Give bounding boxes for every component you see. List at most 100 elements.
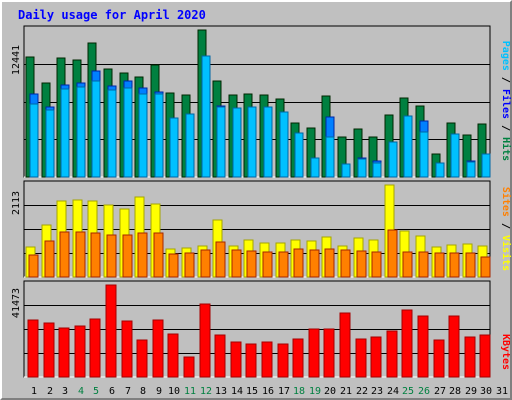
bar-kbytes-day-10 [167,333,179,378]
day-label-1: 1 [31,386,37,397]
day-label-17: 17 [278,386,290,397]
bar-kbytes-day-16 [261,341,273,378]
day-labels: 1 2 3 4 5 6 7 8 9 10 11 12 13 14 15 16 17 18 19 20 21 22 23 24 2… [31,386,508,397]
bar-sites-day-11 [184,252,195,278]
bar-sites-day-2 [44,240,55,278]
bar-sites-day-14 [231,249,242,278]
bar-sites-day-25 [402,251,413,278]
day-label-24: 24 [387,386,399,397]
day-label-8: 8 [140,386,146,397]
bar-sites-day-15 [246,250,257,278]
day-label-12: 12 [200,386,212,397]
bar-pages-day-4 [76,86,86,178]
day-label-2: 2 [47,386,53,397]
day-label-19: 19 [309,386,321,397]
day-label-16: 16 [262,386,274,397]
bar-sites-day-1 [28,254,39,278]
bar-sites-day-10 [168,253,179,278]
bar-pages-day-10 [169,117,179,178]
day-label-30: 30 [480,386,492,397]
bar-pages-day-24 [388,141,398,178]
day-label-6: 6 [109,386,115,397]
bar-pages-day-25 [403,115,413,178]
bar-kbytes-day-22 [355,338,367,378]
bar-sites-day-18 [293,248,304,278]
max-label-kbytes: 41473 [11,288,22,318]
bar-pages-day-15 [247,106,257,178]
bar-sites-day-22 [356,250,367,278]
chart-panels [23,25,491,378]
side-label-kbytes: KBytes [500,334,511,370]
bar-pages-day-18 [294,132,304,178]
bar-kbytes-day-11 [183,356,195,378]
chart-bars [25,29,491,378]
day-label-28: 28 [449,386,461,397]
bar-sites-day-26 [418,251,429,278]
bar-sites-day-3 [59,231,70,278]
bar-pages-day-17 [279,111,289,178]
bar-kbytes-day-23 [370,336,382,378]
bar-sites-day-21 [340,249,351,278]
bar-pages-day-6 [107,89,117,178]
bar-kbytes-day-18 [292,338,304,378]
day-label-31: 31 [496,386,508,397]
day-label-26: 26 [418,386,430,397]
bar-pages-day-19 [310,157,320,178]
bar-sites-day-8 [137,232,148,278]
day-label-23: 23 [371,386,383,397]
day-label-4: 4 [78,386,84,397]
side-label-part: / [500,71,511,89]
bar-kbytes-day-8 [136,339,148,378]
day-label-15: 15 [246,386,258,397]
day-label-7: 7 [125,386,131,397]
side-label-part: Hits [500,137,512,161]
bar-sites-day-29 [465,252,476,278]
day-label-11: 11 [184,386,196,397]
side-label-part: / [500,119,511,137]
bar-pages-day-9 [154,93,164,178]
chart-title: Daily usage for April 2020 [18,8,206,22]
day-label-3: 3 [62,386,68,397]
side-label-part: Files [500,89,512,119]
bar-pages-day-22 [357,158,367,178]
bar-pages-day-16 [263,106,273,178]
bar-pages-day-21 [341,163,351,178]
bar-sites-day-5 [90,232,101,278]
bar-sites-day-20 [324,248,335,278]
bar-kbytes-day-12 [199,303,211,378]
day-label-10: 10 [168,386,180,397]
bar-pages-day-29 [466,161,476,178]
side-label-part: Visits [500,235,512,271]
day-label-27: 27 [434,386,446,397]
bar-pages-day-27 [435,162,445,178]
side-label-pages-files-hits: Pages / Files / Hits [500,41,512,161]
side-label-part: KBytes [500,334,511,370]
bar-kbytes-day-4 [74,325,86,378]
day-label-13: 13 [215,386,227,397]
day-label-29: 29 [465,386,477,397]
bar-sites-day-16 [262,251,273,278]
bar-kbytes-day-9 [152,319,164,378]
bar-sites-day-9 [153,232,164,278]
bar-pages-day-8 [138,93,148,178]
bar-pages-day-5 [91,80,101,178]
bar-pages-day-26 [419,131,429,178]
bar-kbytes-day-29 [464,336,476,378]
bar-kbytes-day-30 [479,334,491,378]
bar-sites-day-4 [75,231,86,278]
bar-kbytes-day-24 [386,330,398,378]
bar-kbytes-day-19 [308,328,320,378]
bar-pages-day-1 [29,103,39,178]
bar-sites-day-24 [387,229,398,278]
max-label-hits: 12441 [11,45,22,75]
bar-kbytes-day-28 [448,315,460,378]
bar-sites-day-27 [434,252,445,278]
bar-sites-day-6 [106,234,117,278]
day-label-14: 14 [231,386,243,397]
day-label-22: 22 [356,386,368,397]
day-label-18: 18 [293,386,305,397]
day-label-20: 20 [324,386,336,397]
max-label-visits: 2113 [11,191,22,215]
bar-kbytes-day-13 [214,334,226,378]
bar-pages-day-2 [45,109,55,178]
